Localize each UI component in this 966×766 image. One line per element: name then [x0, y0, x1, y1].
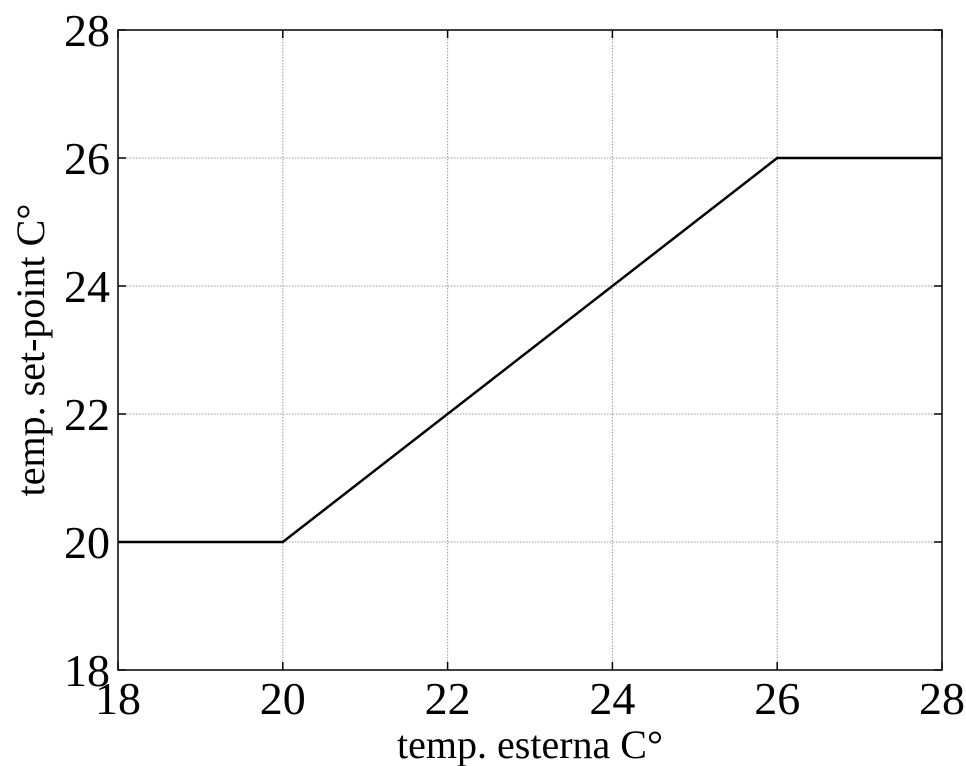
y-tick-label: 24 [64, 261, 110, 312]
y-tick-label: 26 [64, 133, 110, 184]
plot-frame [117, 29, 943, 671]
y-tick-label: 22 [64, 389, 110, 440]
y-tick-label: 28 [64, 5, 110, 56]
y-tick-label: 20 [64, 517, 110, 568]
x-tick-label: 18 [95, 673, 141, 724]
series-line [118, 156, 942, 544]
x-axis-title: temp. esterna C° [397, 722, 663, 766]
y-axis-title: temp. set-point C° [8, 204, 53, 497]
series-group [118, 156, 942, 544]
x-tick-label: 22 [425, 673, 471, 724]
x-tick-label: 24 [589, 673, 635, 724]
y-tick-labels: 18 20 22 24 26 28 [64, 5, 110, 696]
x-tick-label: 28 [919, 673, 965, 724]
x-tick-labels: 18 20 22 24 26 28 [95, 673, 965, 724]
x-tick-label: 26 [754, 673, 800, 724]
y-tick-label: 18 [64, 645, 110, 696]
x-tick-label: 20 [260, 673, 306, 724]
